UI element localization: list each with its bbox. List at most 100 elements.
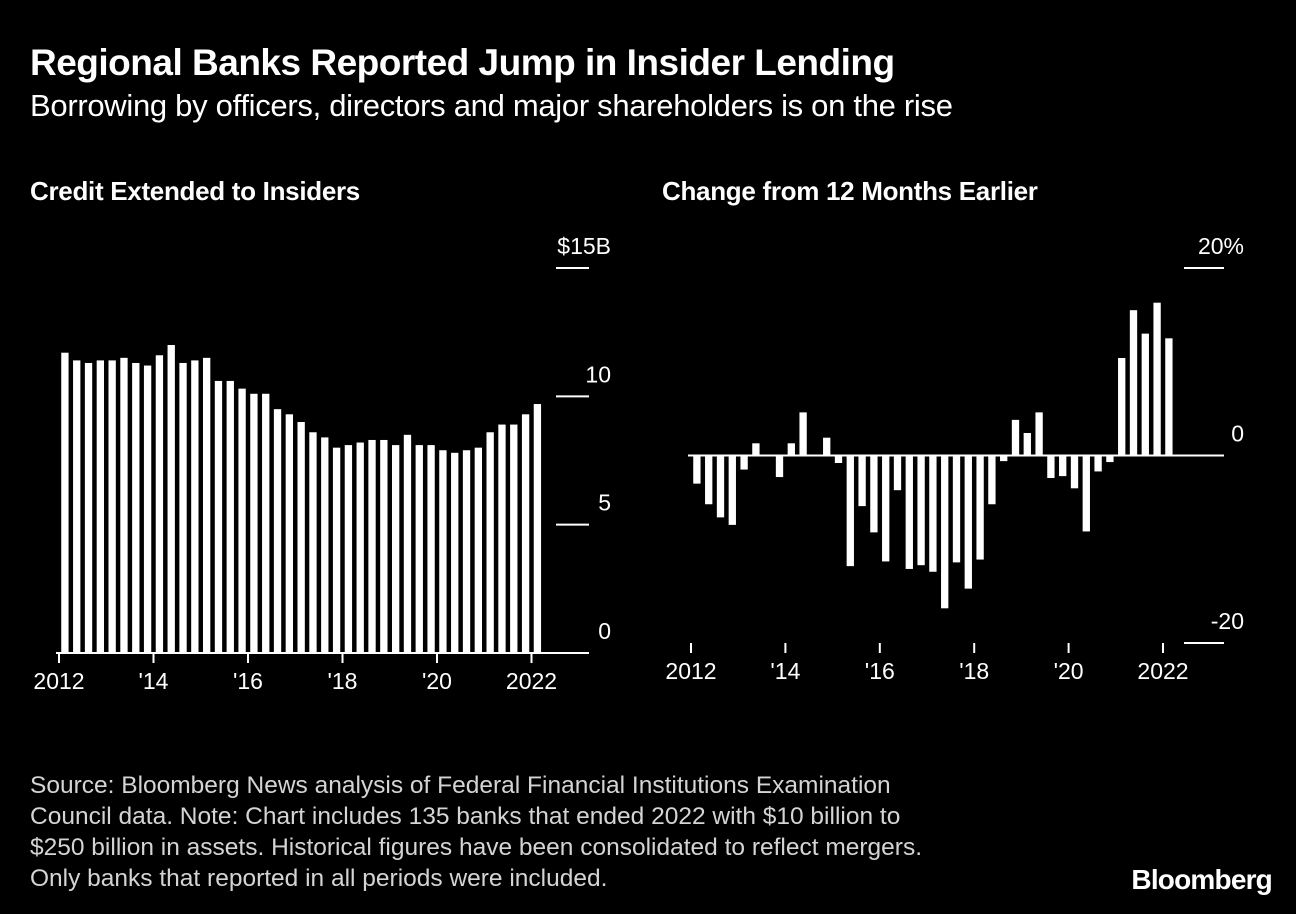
bar (155, 355, 164, 653)
bar (811, 455, 819, 457)
bar (752, 443, 760, 456)
bar (179, 362, 187, 653)
bar (1047, 455, 1055, 478)
page-title: Regional Banks Reported Jump in Insider … (30, 42, 895, 83)
x-axis-label: '18 (328, 668, 358, 694)
bar (976, 455, 984, 560)
bar (498, 424, 506, 653)
bar (73, 360, 81, 653)
bar (823, 437, 831, 456)
bar (344, 445, 353, 653)
bar (250, 393, 258, 653)
y-axis-label: 5 (598, 490, 611, 516)
bar (202, 357, 211, 653)
bar (1165, 338, 1173, 456)
bar (1035, 412, 1043, 456)
source-note-line: Source: Bloomberg News analysis of Feder… (30, 772, 891, 799)
bar (799, 412, 807, 456)
bar (988, 455, 996, 505)
bar (462, 450, 471, 653)
bar (1011, 419, 1020, 456)
bar (356, 442, 364, 653)
bar (705, 455, 713, 505)
bar (952, 455, 961, 563)
source-note: Source: Bloomberg News analysis of Feder… (30, 770, 1040, 894)
x-axis-label: '18 (959, 658, 989, 684)
bar (1023, 433, 1031, 456)
x-axis-label: 2022 (506, 668, 557, 694)
y-axis-label: 10 (585, 361, 611, 387)
x-axis-label: 2012 (33, 668, 84, 694)
bar (297, 422, 305, 653)
y-axis-label: $15B (557, 233, 611, 259)
y-axis-label: -20 (1211, 608, 1244, 634)
x-axis-label: 2012 (665, 658, 716, 684)
bar (787, 443, 795, 456)
bar (439, 450, 447, 653)
bar (486, 432, 494, 653)
x-axis-label: 2022 (1137, 658, 1188, 684)
credit-chart-title: Credit Extended to Insiders (30, 176, 360, 206)
bar (403, 434, 412, 653)
bloomberg-logo: Bloomberg (1131, 864, 1272, 895)
bar (427, 445, 435, 653)
bar (882, 455, 890, 562)
bar (143, 365, 152, 653)
bar (273, 409, 282, 653)
source-note-line: Only banks that reported in all periods … (30, 865, 608, 892)
bar (1000, 455, 1008, 462)
page-subtitle: Borrowing by officers, directors and maj… (30, 88, 953, 123)
bar (1141, 333, 1149, 456)
x-axis-label: '20 (1054, 658, 1084, 684)
bar (1129, 310, 1138, 456)
bar (846, 455, 854, 567)
bar (238, 388, 246, 653)
bar (1070, 455, 1079, 489)
bar (84, 362, 93, 653)
bar (1106, 455, 1114, 463)
bar (775, 455, 784, 478)
bar (893, 455, 902, 491)
x-axis-label: '16 (233, 668, 263, 694)
y-axis-label: 0 (1231, 421, 1244, 447)
bar (510, 424, 518, 653)
bar (191, 360, 199, 653)
bar (941, 455, 949, 609)
y-axis-label: 20% (1198, 233, 1244, 259)
bar (96, 360, 105, 653)
bar (858, 455, 866, 507)
bar (764, 455, 772, 457)
bar (120, 357, 128, 653)
bar (929, 455, 937, 572)
bar (474, 447, 483, 653)
bar (226, 380, 234, 653)
source-note-line: Council data. Note: Chart includes 135 b… (30, 803, 901, 830)
bar (521, 414, 530, 653)
x-axis-label: '14 (770, 658, 800, 684)
bar (285, 414, 294, 653)
bar (368, 439, 376, 653)
change-chart-title: Change from 12 Months Earlier (662, 176, 1038, 206)
bar (451, 452, 459, 653)
bar (740, 455, 748, 470)
bar (1082, 455, 1090, 532)
bar (728, 455, 736, 525)
bar (321, 437, 329, 653)
bar (332, 447, 341, 653)
bar (61, 352, 69, 653)
bar (1118, 358, 1126, 456)
y-axis-label: 0 (598, 618, 611, 644)
bar (108, 360, 116, 653)
bar (1153, 302, 1161, 456)
bar (716, 455, 725, 518)
bar (1094, 455, 1102, 472)
bar (132, 362, 140, 653)
x-axis-label: '14 (139, 668, 169, 694)
bar (214, 380, 223, 653)
bar (415, 445, 423, 653)
bar (905, 455, 913, 569)
bar (533, 404, 542, 653)
bar (870, 455, 878, 533)
